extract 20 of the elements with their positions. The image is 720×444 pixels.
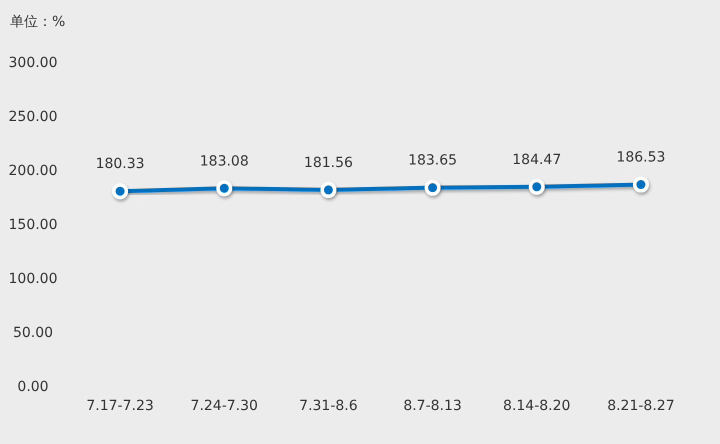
x-tick-label: 7.31-8.6 bbox=[299, 398, 358, 414]
y-tick-label: 250.00 bbox=[8, 109, 58, 125]
data-label: 183.08 bbox=[200, 153, 249, 170]
y-tick-label: 0.00 bbox=[17, 379, 49, 395]
y-tick-label: 300.00 bbox=[8, 55, 58, 71]
data-label: 183.65 bbox=[408, 152, 458, 169]
x-tick-label: 7.17-7.23 bbox=[86, 398, 154, 414]
x-tick-label: 8.21-8.27 bbox=[607, 398, 675, 414]
data-label: 180.33 bbox=[96, 156, 145, 172]
data-label: 186.53 bbox=[616, 150, 666, 166]
y-axis-title: 单位：% bbox=[10, 14, 66, 30]
x-tick-label: 8.7-8.13 bbox=[403, 398, 462, 414]
x-tick-label: 8.14-8.20 bbox=[503, 398, 570, 414]
y-tick-label: 200.00 bbox=[8, 163, 58, 179]
x-tick-label: 7.24-7.30 bbox=[190, 398, 258, 414]
y-tick-label: 50.00 bbox=[12, 325, 54, 341]
y-tick-label: 150.00 bbox=[8, 217, 58, 233]
y-tick-label: 100.00 bbox=[8, 271, 58, 287]
data-label: 181.56 bbox=[304, 154, 353, 171]
data-label: 184.47 bbox=[512, 152, 562, 168]
